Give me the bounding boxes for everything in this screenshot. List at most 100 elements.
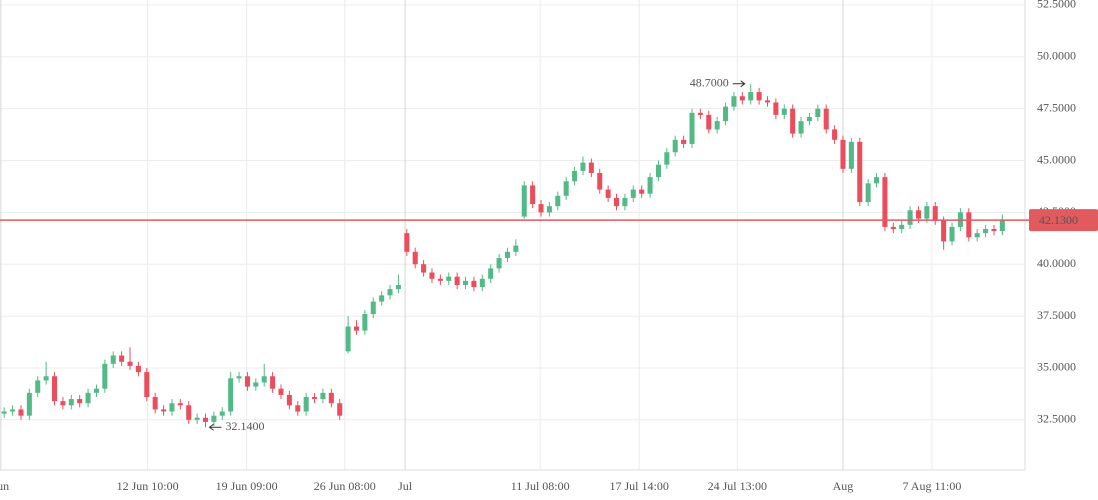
candle-body	[899, 224, 905, 229]
candle-body	[93, 388, 99, 393]
candle-body	[521, 185, 527, 217]
candle-body	[152, 396, 158, 410]
candle-body	[52, 376, 58, 402]
x-tick-label: 11 Jul 08:00	[511, 479, 570, 493]
x-tick-label: Jun	[0, 479, 9, 493]
candle-body	[68, 399, 74, 406]
candle-body	[983, 228, 989, 234]
candle-body	[437, 278, 443, 281]
candle-body	[815, 108, 821, 117]
candle-body	[211, 415, 217, 422]
candle-body	[689, 112, 695, 144]
y-tick-label: 35.0000	[1037, 360, 1076, 374]
candle-body	[756, 92, 762, 101]
candle-body	[1, 411, 7, 414]
x-tick-label: 12 Jun 10:00	[117, 479, 179, 493]
annotation-arrow	[208, 423, 222, 431]
candle-body	[85, 392, 91, 404]
candle-body	[806, 116, 812, 122]
candle-body	[454, 276, 460, 285]
candle-body	[127, 361, 133, 366]
candle-body	[999, 220, 1005, 232]
candle-body	[244, 376, 250, 387]
candle-body	[723, 106, 729, 122]
candle-body	[10, 409, 16, 412]
candle-body	[421, 264, 427, 273]
candle-body	[169, 403, 175, 412]
candle-body	[697, 112, 703, 115]
candle-body	[186, 405, 192, 420]
candle-body	[991, 228, 997, 232]
y-tick-label: 47.5000	[1037, 100, 1076, 114]
candle-body	[748, 92, 754, 101]
candle-body	[555, 195, 561, 207]
candle-body	[907, 210, 913, 225]
candle-body	[513, 245, 519, 252]
candle-body	[731, 96, 737, 107]
candle-body	[639, 189, 645, 194]
candle-body	[312, 396, 318, 400]
candle-body	[429, 272, 435, 279]
candle-body	[857, 141, 863, 203]
candle-body	[798, 121, 804, 134]
y-tick-label: 40.0000	[1037, 256, 1076, 270]
candle-body	[379, 295, 385, 302]
y-tick-label: 37.5000	[1037, 308, 1076, 322]
candle-body	[194, 417, 200, 420]
y-tick-label: 32.5000	[1037, 412, 1076, 426]
candle-body	[353, 326, 360, 331]
candle-body	[144, 372, 150, 397]
candle-body	[337, 403, 343, 416]
candle-body	[647, 177, 653, 194]
candle-body	[295, 405, 301, 412]
candle-body	[924, 206, 930, 219]
y-tick-label: 45.0000	[1037, 152, 1076, 166]
candle-body	[563, 181, 569, 196]
candle-body	[177, 403, 183, 406]
candle-body	[865, 183, 871, 203]
candle-body	[890, 226, 896, 229]
price-label-box	[1029, 209, 1098, 232]
candle-body	[773, 102, 779, 115]
candle-body	[966, 212, 972, 238]
candle-body	[102, 363, 108, 389]
candle-body	[328, 392, 334, 404]
candle-body	[286, 394, 292, 406]
candle-body	[278, 388, 284, 395]
candle-body	[597, 172, 603, 190]
annotation-label: 48.7000	[690, 76, 729, 90]
candle-body	[949, 226, 955, 242]
candle-body	[253, 382, 259, 387]
candle-body	[219, 411, 225, 416]
candle-body	[588, 162, 594, 173]
candle-body	[488, 268, 494, 279]
candle-body	[706, 114, 712, 130]
candle-body	[764, 100, 771, 103]
candle-body	[387, 289, 393, 296]
candle-body	[546, 206, 552, 213]
candle-body	[370, 301, 376, 315]
candle-body	[404, 233, 410, 252]
candle-body	[479, 278, 485, 288]
candle-body	[43, 376, 49, 381]
price-label: 42.1300	[1039, 213, 1078, 227]
candle-body	[739, 96, 745, 101]
candle-body	[18, 409, 24, 416]
candle-body	[345, 326, 351, 352]
x-tick-label: 7 Aug 11:00	[902, 479, 961, 493]
candle-body	[915, 210, 921, 219]
candle-body	[605, 189, 611, 198]
candle-body	[622, 197, 628, 207]
candle-body	[941, 220, 947, 242]
candle-body	[932, 206, 938, 221]
x-tick-label: 26 Jun 08:00	[314, 479, 376, 493]
candle-body	[463, 280, 469, 285]
candle-body	[840, 139, 846, 169]
candle-body	[26, 392, 32, 416]
candle-body	[35, 380, 41, 393]
annotation-arrow	[732, 80, 746, 88]
candle-body	[630, 189, 636, 198]
candle-body	[848, 141, 854, 169]
candle-body	[538, 204, 544, 213]
